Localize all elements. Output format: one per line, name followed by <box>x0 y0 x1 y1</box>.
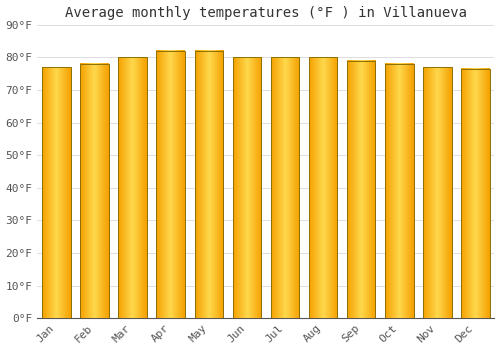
Bar <box>156 51 185 318</box>
Bar <box>461 69 490 318</box>
Bar <box>42 67 70 318</box>
Bar <box>232 57 261 318</box>
Bar <box>347 61 376 318</box>
Bar <box>194 51 223 318</box>
Bar <box>118 57 147 318</box>
Bar <box>270 57 300 318</box>
Bar <box>423 67 452 318</box>
Bar <box>309 57 338 318</box>
Title: Average monthly temperatures (°F ) in Villanueva: Average monthly temperatures (°F ) in Vi… <box>65 6 467 20</box>
Bar <box>80 64 109 318</box>
Bar <box>385 64 414 318</box>
